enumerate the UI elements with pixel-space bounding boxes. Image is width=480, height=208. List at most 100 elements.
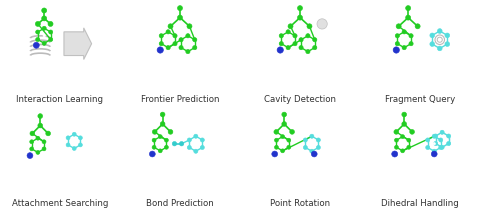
Circle shape	[168, 24, 173, 29]
Circle shape	[446, 141, 451, 146]
Circle shape	[437, 46, 442, 51]
Circle shape	[46, 131, 50, 136]
Circle shape	[439, 145, 443, 150]
Text: Bond Prediction: Bond Prediction	[146, 199, 214, 208]
Circle shape	[192, 46, 197, 50]
Circle shape	[406, 15, 411, 20]
Circle shape	[159, 34, 163, 38]
Circle shape	[287, 138, 291, 142]
Circle shape	[179, 38, 183, 42]
Circle shape	[38, 123, 43, 128]
Circle shape	[279, 34, 283, 38]
Circle shape	[281, 149, 285, 153]
Circle shape	[310, 149, 314, 153]
Circle shape	[403, 38, 406, 41]
Circle shape	[277, 47, 283, 53]
Circle shape	[33, 42, 39, 48]
Circle shape	[42, 16, 47, 21]
Circle shape	[287, 145, 291, 149]
Circle shape	[38, 114, 43, 118]
Circle shape	[392, 151, 398, 157]
Circle shape	[299, 46, 303, 50]
Circle shape	[42, 41, 46, 45]
Circle shape	[432, 149, 436, 153]
Circle shape	[187, 24, 192, 29]
Circle shape	[394, 130, 399, 134]
Circle shape	[149, 151, 155, 157]
Text: Point Rotation: Point Rotation	[270, 199, 330, 208]
Polygon shape	[64, 28, 92, 59]
Circle shape	[395, 34, 399, 38]
Circle shape	[409, 42, 413, 46]
Circle shape	[187, 145, 192, 150]
Circle shape	[306, 50, 310, 54]
Circle shape	[281, 142, 284, 145]
Circle shape	[312, 151, 317, 157]
Circle shape	[158, 149, 162, 153]
Circle shape	[407, 138, 411, 142]
Text: Fragment Query: Fragment Query	[385, 95, 455, 104]
Circle shape	[435, 35, 444, 45]
Circle shape	[165, 145, 168, 149]
Circle shape	[303, 138, 307, 142]
Circle shape	[393, 47, 399, 53]
Circle shape	[430, 42, 434, 46]
Circle shape	[298, 15, 302, 20]
Circle shape	[316, 145, 321, 150]
Circle shape	[298, 6, 302, 11]
Circle shape	[281, 135, 285, 139]
Circle shape	[192, 38, 197, 42]
Circle shape	[306, 34, 310, 38]
Circle shape	[200, 138, 204, 142]
Circle shape	[272, 151, 277, 157]
Circle shape	[440, 130, 444, 134]
Circle shape	[168, 130, 173, 134]
Circle shape	[27, 153, 33, 158]
Circle shape	[402, 122, 407, 126]
Circle shape	[78, 136, 83, 140]
Circle shape	[440, 130, 444, 134]
Circle shape	[73, 140, 75, 142]
Circle shape	[165, 138, 168, 142]
Circle shape	[402, 112, 407, 117]
Text: Cavity Detection: Cavity Detection	[264, 95, 336, 104]
Circle shape	[42, 147, 46, 151]
Circle shape	[446, 134, 451, 138]
Circle shape	[312, 38, 317, 42]
Circle shape	[402, 46, 407, 50]
Circle shape	[178, 15, 182, 20]
Circle shape	[179, 46, 183, 50]
Text: Dihedral Handling: Dihedral Handling	[381, 199, 459, 208]
Circle shape	[36, 21, 40, 26]
Circle shape	[433, 141, 438, 146]
Circle shape	[173, 42, 177, 46]
Circle shape	[288, 24, 293, 29]
Circle shape	[48, 21, 53, 26]
Circle shape	[157, 47, 163, 53]
Circle shape	[173, 34, 177, 38]
Circle shape	[293, 42, 297, 46]
Circle shape	[186, 50, 190, 54]
Circle shape	[275, 138, 278, 142]
Circle shape	[407, 145, 411, 149]
Circle shape	[307, 42, 309, 45]
Circle shape	[293, 34, 297, 38]
Circle shape	[152, 130, 157, 134]
Circle shape	[432, 134, 436, 138]
Circle shape	[166, 30, 170, 34]
Circle shape	[194, 149, 198, 153]
Circle shape	[437, 29, 442, 33]
Circle shape	[446, 141, 451, 146]
Circle shape	[159, 42, 163, 46]
Circle shape	[446, 134, 451, 138]
Circle shape	[303, 145, 307, 150]
Circle shape	[426, 138, 430, 142]
Circle shape	[187, 138, 192, 142]
Circle shape	[401, 149, 405, 153]
Circle shape	[42, 8, 47, 13]
Circle shape	[274, 130, 279, 134]
Circle shape	[36, 150, 40, 154]
Circle shape	[299, 38, 303, 42]
Circle shape	[316, 138, 321, 142]
Circle shape	[159, 142, 161, 145]
